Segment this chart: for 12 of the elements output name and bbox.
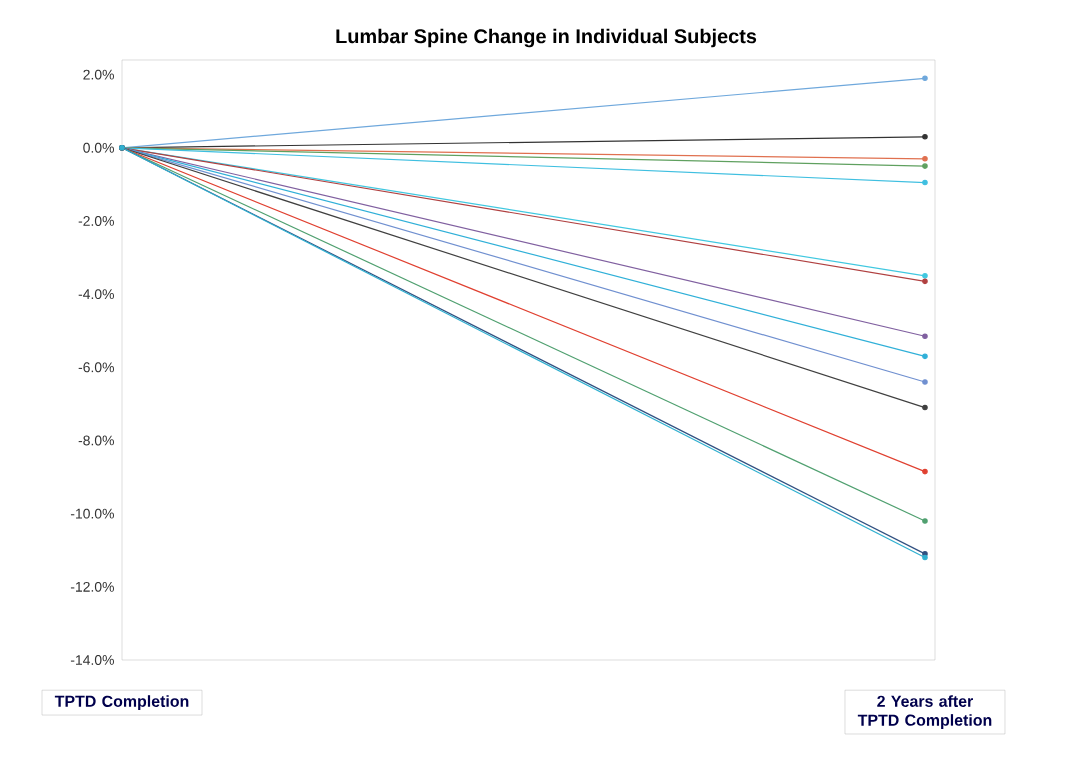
x-tick-label: TPTD Completion [54, 695, 189, 711]
y-tick-label: 2.0% [83, 69, 114, 80]
y-tick-label: -2.0% [78, 216, 114, 226]
chart-title: Lumbar Spine Change in Individual Subjects [336, 28, 757, 48]
y-tick-label: -4.0% [78, 289, 114, 300]
y-tick-label: -14.0% [70, 655, 114, 665]
y-tick-label: -6.0% [78, 362, 114, 373]
y-tick-label: -12.0% [70, 581, 114, 592]
x-tick-label: 2 Years after TPTD Completion [857, 695, 992, 729]
y-tick-label: -8.0% [78, 435, 114, 446]
y-tick-label: 0.0% [83, 142, 114, 153]
y-tick-label: -10.0% [70, 508, 114, 519]
